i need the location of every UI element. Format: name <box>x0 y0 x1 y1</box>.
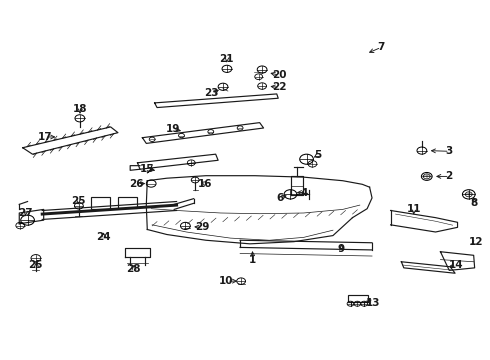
Text: 10: 10 <box>219 276 234 286</box>
Text: 18: 18 <box>73 104 87 114</box>
Text: 6: 6 <box>276 193 284 203</box>
Text: 22: 22 <box>272 82 287 93</box>
Text: 13: 13 <box>366 298 380 308</box>
Text: 21: 21 <box>219 54 234 64</box>
Text: 24: 24 <box>96 232 111 242</box>
Text: 14: 14 <box>449 260 464 270</box>
Text: 19: 19 <box>166 124 180 134</box>
Text: 15: 15 <box>140 163 154 174</box>
Text: 2: 2 <box>445 171 453 181</box>
Text: 26: 26 <box>129 179 144 189</box>
Text: 25: 25 <box>28 260 43 270</box>
Text: 7: 7 <box>377 42 385 52</box>
Text: 1: 1 <box>249 255 256 265</box>
Text: 25: 25 <box>71 196 85 206</box>
Text: 8: 8 <box>470 198 477 208</box>
Text: 3: 3 <box>445 146 453 156</box>
Text: 20: 20 <box>272 70 287 80</box>
Text: 23: 23 <box>204 88 219 98</box>
Text: 28: 28 <box>126 264 141 274</box>
Text: 12: 12 <box>468 237 483 247</box>
Text: 11: 11 <box>406 204 421 215</box>
Text: 16: 16 <box>197 179 212 189</box>
Text: 29: 29 <box>195 222 209 232</box>
Text: 27: 27 <box>18 208 32 218</box>
Text: 9: 9 <box>338 244 345 254</box>
Text: 17: 17 <box>37 132 52 142</box>
Text: 4: 4 <box>301 188 308 198</box>
Text: 5: 5 <box>314 150 321 160</box>
